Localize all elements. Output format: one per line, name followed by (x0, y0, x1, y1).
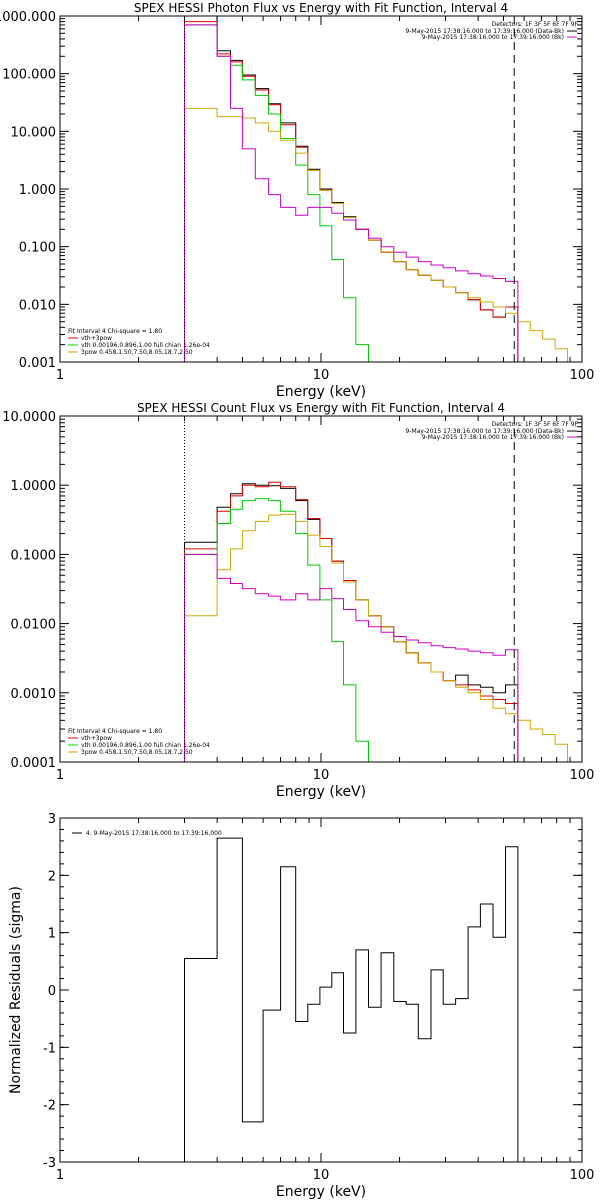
x-tick-label: 1 (56, 768, 64, 783)
y-tick-label: 0.1000 (11, 548, 57, 563)
x-tick-label: 1 (56, 1168, 64, 1183)
x-tick-label: 100 (570, 768, 595, 783)
legend-top-entry: 9-May-2015 17:38:16.000 to 17:39:16.000 … (405, 28, 564, 35)
y-tick-label: 10.0000 (2, 410, 56, 425)
plot-data (184, 481, 568, 762)
plot-frame (59, 415, 583, 763)
y-tick-label: 3 (48, 812, 56, 827)
legend-top-entry: 9-May-2015 17:38:16.000 to 17:39:16.000 … (405, 428, 564, 435)
photon-flux-panel: SPEX HESSI Photon Flux vs Energy with Fi… (0, 1, 594, 400)
fit-header: Fit Interval 4 Chi-square = 1.80 (68, 728, 162, 735)
series-4-line (184, 24, 519, 362)
legend-bottom-entry: vth+3pow (81, 735, 112, 742)
fit-header: Fit Interval 4 Chi-square = 1.80 (68, 328, 162, 335)
y-tick-label: 1.000 (19, 183, 56, 198)
legend-bottom-entry: 3pow 0.458,1.50,7.50,8.05,18.7,2.50 (81, 349, 193, 356)
legend-top-entry: 4. 9-May-2015 17:38:16.000 to 17:39:16.0… (86, 830, 222, 837)
y-tick-label: -3 (43, 1156, 56, 1171)
chart-title: SPEX HESSI Photon Flux vs Energy with Fi… (134, 1, 508, 15)
y-tick-label: 0.0010 (11, 687, 57, 702)
plot-frame (59, 15, 583, 363)
x-tick-label: 10 (313, 1168, 330, 1183)
series-2-line (184, 498, 369, 762)
y-tick-label: 2 (48, 869, 56, 884)
x-axis-label: Energy (keV) (276, 784, 366, 800)
count-flux-panel: SPEX HESSI Count Flux vs Energy with Fit… (2, 401, 594, 800)
detectors-label: Detectors: 1F 3F 5F 6F 7F 9F (492, 421, 579, 428)
plot-data (184, 16, 568, 362)
x-axis-label: Energy (keV) (276, 384, 366, 400)
legend-bottom-entry: 3pow 0.458,1.50,7.50,8.05,18.7,2.50 (81, 749, 193, 756)
plot-data (184, 837, 519, 1162)
y-tick-label: 0.100 (19, 241, 56, 256)
y-tick-label: 1000.000 (0, 10, 56, 25)
chart-title: SPEX HESSI Count Flux vs Energy with Fit… (137, 401, 505, 415)
y-tick-label: 10.000 (11, 125, 57, 140)
y-tick-label: -1 (43, 1041, 56, 1056)
series-4-line (184, 553, 519, 762)
legend-top-entry: 9-May-2015 17:38:16.000 to 17:39:16.000 … (422, 34, 564, 41)
legend-top-entry: 9-May-2015 17:38:16.000 to 17:39:16.000 … (422, 434, 564, 441)
x-tick-label: 1 (56, 368, 64, 383)
y-axis-label: Normalized Residuals (sigma) (8, 886, 24, 1094)
x-axis-label: Energy (keV) (276, 1184, 366, 1200)
y-tick-label: -2 (43, 1099, 56, 1114)
x-tick-label: 10 (313, 368, 330, 383)
series-0-line (184, 837, 519, 1162)
x-tick-label: 10 (313, 768, 330, 783)
series-3-line (184, 107, 568, 362)
plot-frame (59, 817, 583, 1163)
y-tick-label: 0.0001 (11, 756, 57, 771)
legend-bottom-entry: vth 0.00196,0.896,1.00 full chian 1.26e-… (81, 342, 210, 349)
y-tick-label: 1.0000 (11, 479, 57, 494)
detectors-label: Detectors: 1F 3F 5F 6F 7F 9F (492, 21, 579, 28)
y-tick-label: 100.000 (2, 68, 56, 83)
y-tick-label: 0.001 (19, 356, 56, 371)
x-tick-label: 100 (570, 1168, 595, 1183)
y-tick-label: 0.0100 (11, 618, 57, 633)
legend-bottom-entry: vth+3pow (81, 335, 112, 342)
legend-bottom-entry: vth 0.00196,0.896,1.00 full chian 1.26e-… (81, 742, 210, 749)
y-tick-label: 0 (48, 984, 56, 999)
x-tick-label: 100 (570, 368, 595, 383)
y-tick-label: 0.010 (19, 298, 56, 313)
y-tick-label: 1 (48, 927, 56, 942)
